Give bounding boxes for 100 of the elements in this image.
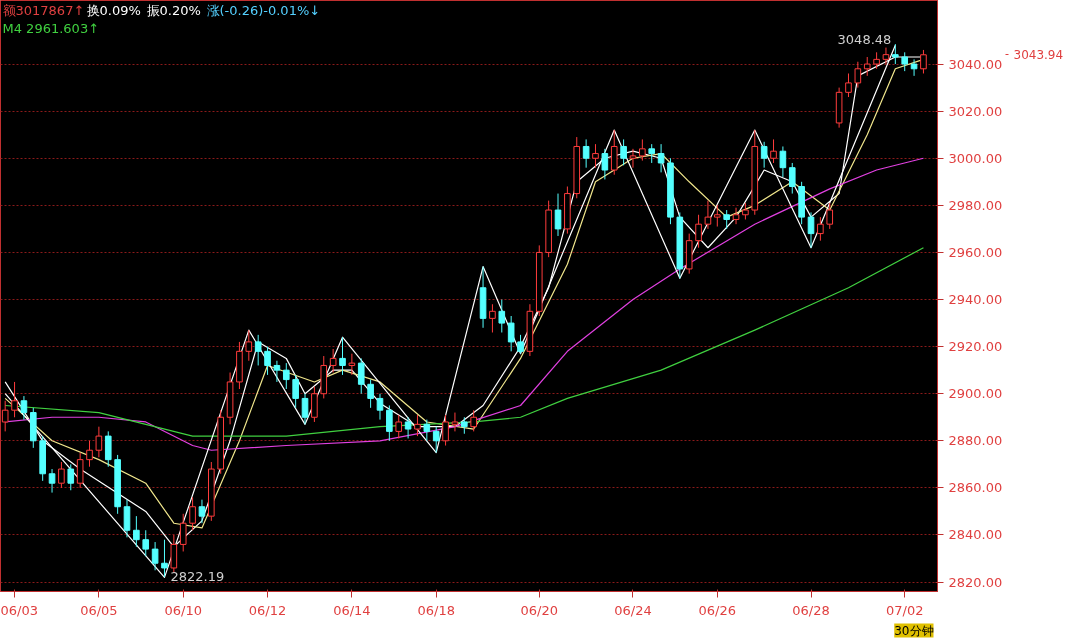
candlestick bbox=[357, 357, 365, 395]
x-tick-label: 06/10 bbox=[164, 602, 202, 618]
y-tick-label: 2820.00 bbox=[948, 574, 1003, 590]
candlestick bbox=[189, 496, 196, 531]
x-tick-label: 06/28 bbox=[792, 602, 830, 618]
candlestick bbox=[423, 419, 431, 442]
candlestick bbox=[901, 51, 909, 72]
candlestick bbox=[854, 61, 862, 89]
candlestick bbox=[770, 138, 777, 164]
candlestick bbox=[254, 334, 262, 366]
candlestick bbox=[517, 334, 524, 355]
candlestick bbox=[592, 143, 599, 169]
y-tick-label: 2940.00 bbox=[948, 292, 1003, 308]
candlestick bbox=[826, 202, 834, 230]
y-tick-label: 3020.00 bbox=[948, 103, 1003, 119]
candlestick bbox=[414, 414, 421, 437]
y-tick-label: 3040.00 bbox=[948, 56, 1003, 72]
candlestick bbox=[104, 430, 112, 468]
candlestick bbox=[273, 360, 281, 383]
candlestick bbox=[245, 329, 253, 362]
annotation: 2822.19 bbox=[170, 569, 225, 585]
x-tick-label: 06/18 bbox=[417, 602, 455, 618]
candlestick bbox=[339, 336, 346, 376]
y-tick-label: 2840.00 bbox=[948, 527, 1003, 543]
candlestick bbox=[123, 499, 131, 538]
candlestick bbox=[170, 534, 178, 574]
candlestick bbox=[95, 426, 103, 458]
candlestick bbox=[367, 379, 374, 409]
candlestick bbox=[20, 395, 28, 421]
candlestick bbox=[507, 315, 515, 352]
candlestick bbox=[404, 416, 412, 439]
x-tick-label: 06/26 bbox=[698, 602, 737, 618]
x-tick-label: 06/14 bbox=[333, 602, 371, 618]
candlestick bbox=[76, 452, 84, 489]
candlestick bbox=[442, 414, 449, 447]
y-tick-label: 2920.00 bbox=[948, 339, 1003, 355]
candlestick bbox=[779, 145, 787, 178]
candlestick bbox=[301, 393, 309, 425]
candlestick bbox=[67, 463, 75, 491]
y-tick-label: 3000.00 bbox=[948, 150, 1003, 166]
candlestick bbox=[161, 539, 168, 578]
candlestick bbox=[348, 353, 356, 376]
candlestick bbox=[601, 148, 609, 180]
candlestick bbox=[86, 440, 93, 468]
candlestick bbox=[282, 362, 290, 390]
candlestick bbox=[432, 426, 440, 454]
candlestick bbox=[723, 209, 730, 230]
candlestick bbox=[58, 461, 65, 489]
candlestick bbox=[817, 216, 824, 242]
candlestick bbox=[882, 47, 890, 65]
annotation: 换0.09% bbox=[86, 2, 141, 18]
candlestick bbox=[198, 499, 206, 524]
annotation: 涨(-0.26)-0.01%↓ bbox=[206, 2, 321, 18]
annotation: M4 2961.603↑ bbox=[2, 20, 100, 36]
candlestick bbox=[142, 529, 150, 557]
candlestick bbox=[554, 193, 562, 237]
candlestick bbox=[760, 141, 768, 169]
candlestick bbox=[610, 129, 618, 176]
candlestick bbox=[311, 386, 318, 423]
x-tick-label: 06/24 bbox=[614, 602, 652, 618]
candlestick bbox=[292, 374, 299, 409]
x-tick-label: 06/05 bbox=[80, 602, 118, 618]
candlestick bbox=[151, 541, 159, 571]
candlestick bbox=[704, 200, 712, 230]
line-series bbox=[4, 247, 925, 437]
candlestick bbox=[807, 211, 815, 249]
x-tick-label: 06/20 bbox=[520, 602, 559, 618]
candlestick bbox=[582, 138, 590, 169]
candlestick bbox=[620, 138, 627, 166]
y-tick-label: 2960.00 bbox=[948, 244, 1003, 260]
text: 3043.94 bbox=[1013, 48, 1064, 63]
candlestick bbox=[732, 207, 740, 225]
candlestick bbox=[451, 412, 459, 432]
y-tick-label: 2980.00 bbox=[948, 197, 1003, 213]
candlestick bbox=[910, 58, 918, 77]
candlestick bbox=[629, 148, 637, 169]
x-tick-label: 07/02 bbox=[885, 602, 924, 618]
annotation: 振0.20% bbox=[146, 2, 201, 18]
annotation: 额3017867↑ bbox=[2, 2, 85, 18]
y-tick-label: 2880.00 bbox=[948, 433, 1003, 449]
candlestick bbox=[845, 72, 852, 98]
candlestick bbox=[892, 43, 899, 65]
candlestick bbox=[498, 299, 506, 333]
candlestick bbox=[133, 515, 140, 548]
candlestick bbox=[695, 214, 702, 249]
candlestick bbox=[264, 346, 271, 376]
candlestick bbox=[386, 404, 393, 442]
x-tick-label: 06/12 bbox=[248, 602, 287, 618]
candlestick bbox=[863, 56, 871, 77]
candlestick bbox=[11, 381, 18, 418]
x-tick-label: 06/03 bbox=[0, 602, 38, 618]
candlestick bbox=[489, 303, 496, 333]
candlestick bbox=[48, 468, 56, 494]
y-tick-label: 2860.00 bbox=[948, 480, 1003, 496]
candlestick bbox=[713, 204, 721, 228]
candlestick bbox=[639, 138, 646, 162]
candlestick bbox=[788, 162, 796, 195]
candlestick bbox=[920, 49, 927, 74]
candlestick bbox=[657, 143, 665, 173]
candlestick bbox=[179, 513, 187, 552]
